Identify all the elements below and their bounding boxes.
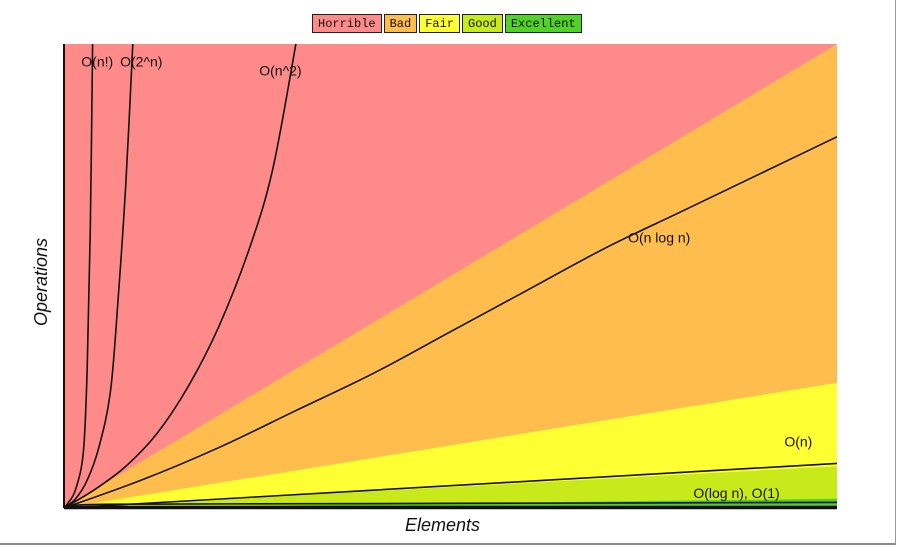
x-axis-label: Elements: [405, 515, 480, 535]
series-line-o-log-n: [64, 501, 837, 507]
legend: Horrible Bad Fair Good Excellent: [312, 14, 582, 33]
y-axis-label: Operations: [31, 238, 51, 326]
curve-label-o-log-n-o-1: O(log n), O(1): [693, 485, 779, 501]
legend-item-good: Good: [462, 14, 503, 33]
series-line-o-n: [64, 44, 94, 508]
region-bad: [64, 44, 837, 508]
series-line-o-n: [64, 462, 837, 508]
legend-item-horrible: Horrible: [312, 14, 382, 33]
region-excellent: [64, 498, 837, 508]
series-line-o-2-n: [64, 44, 134, 508]
curve-label-o-n-2: O(n^2): [259, 63, 301, 79]
curve-label-o-n-log-n: O(n log n): [628, 230, 690, 246]
legend-item-fair: Fair: [419, 14, 461, 33]
series-line-o-n-2: [64, 44, 297, 508]
curve-label-o-n: O(n!): [81, 53, 113, 69]
legend-item-bad: Bad: [383, 14, 418, 33]
legend-item-excellent: Excellent: [504, 14, 582, 33]
curve-label-o-2-n: O(2^n): [120, 53, 162, 69]
plot-area: [64, 44, 837, 508]
series-line-o-n-log-n: [64, 136, 837, 508]
curve-label-o-n: O(n): [784, 434, 812, 450]
